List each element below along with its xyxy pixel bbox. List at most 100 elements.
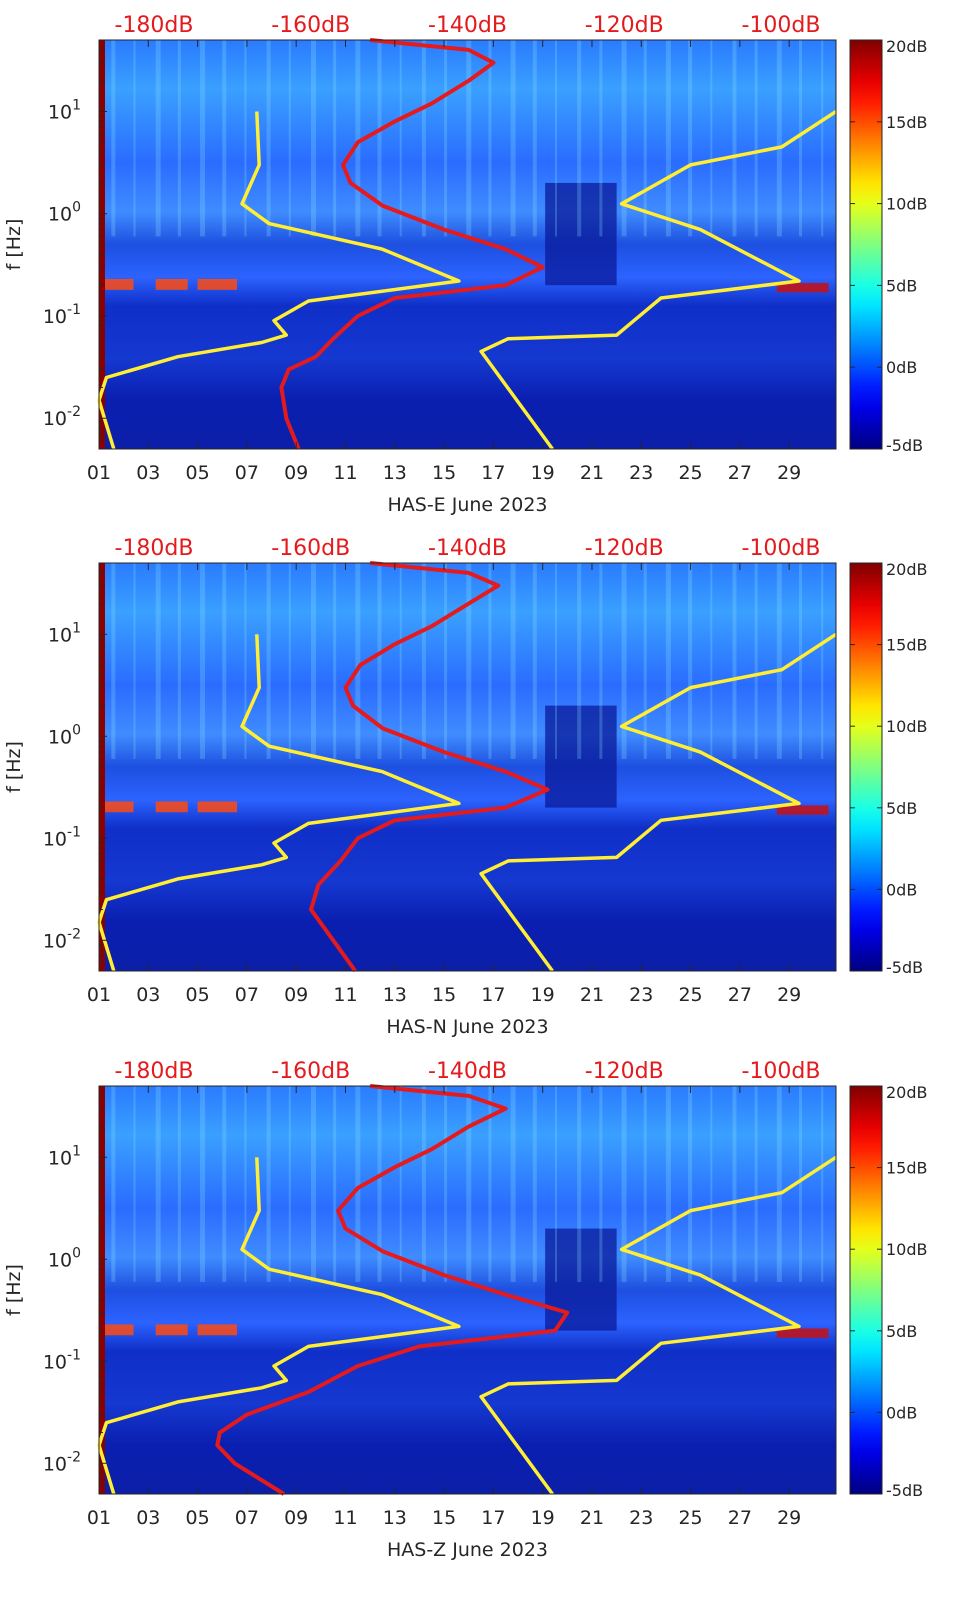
transient-streak <box>688 1086 693 1282</box>
top-db-tick-label: -100dB <box>742 1059 821 1084</box>
transient-streak <box>532 1086 537 1282</box>
x-tick-label: 17 <box>481 1507 505 1529</box>
transient-streak <box>754 563 758 759</box>
transient-streak <box>643 40 647 237</box>
transient-streak <box>399 1086 402 1282</box>
x-tick-label: 21 <box>580 1507 604 1529</box>
x-tick-label: 25 <box>678 462 702 484</box>
x-tick-label: 29 <box>777 1507 801 1529</box>
y-tick-label: 100 <box>48 1245 81 1271</box>
transient-streak <box>732 1086 737 1282</box>
transient-streak <box>266 563 271 759</box>
top-db-tick-label: -120dB <box>585 13 664 38</box>
transient-streak <box>799 563 803 759</box>
x-tick-label: 01 <box>87 984 111 1006</box>
transient-streak <box>510 1086 516 1282</box>
microseism-patch <box>103 801 134 813</box>
yellow-reference-curve <box>97 111 461 450</box>
y-tick-label: 101 <box>48 620 81 646</box>
colorbar-tick-label: 15dB <box>886 1159 928 1178</box>
transient-streak <box>577 1086 582 1282</box>
top-db-tick-label: -160dB <box>271 1059 350 1084</box>
x-tick-label: 19 <box>531 1507 555 1529</box>
colorbar-tick-label: -5dB <box>886 1481 923 1500</box>
transient-streak <box>133 563 136 759</box>
y-tick-label: 100 <box>48 200 81 226</box>
top-db-tick-label: -180dB <box>115 13 194 38</box>
transient-streak <box>710 1086 713 1282</box>
transient-streak <box>377 40 382 237</box>
x-tick-label: 15 <box>432 462 456 484</box>
transient-streak <box>799 40 803 237</box>
x-tick-label: 01 <box>87 1507 111 1529</box>
transient-streak <box>333 563 337 759</box>
yellow-reference-curve <box>479 1155 837 1496</box>
y-tick-label: 10-2 <box>43 926 81 952</box>
transient-streak <box>665 40 671 237</box>
transient-streak <box>355 563 361 759</box>
colorbar-tick-label: 20dB <box>886 37 928 56</box>
x-tick-label: 11 <box>333 462 357 484</box>
x-tick-label: 09 <box>284 462 308 484</box>
transient-streak <box>355 40 361 237</box>
transient-streak <box>799 1086 803 1282</box>
top-db-tick-label: -160dB <box>271 536 350 561</box>
colorbar <box>849 1085 883 1495</box>
x-tick-label: 07 <box>235 1507 259 1529</box>
microseism-patch <box>197 1324 238 1336</box>
transient-streak <box>532 563 537 759</box>
colorbar <box>849 39 883 450</box>
top-db-tick-label: -140dB <box>428 1059 507 1084</box>
x-tick-label: 17 <box>481 462 505 484</box>
transient-streak <box>333 40 337 237</box>
colorbar-tick-label: 10dB <box>886 1240 928 1259</box>
transient-streak <box>776 563 782 759</box>
x-tick-label: 05 <box>186 984 210 1006</box>
transient-streak <box>333 1086 337 1282</box>
yellow-reference-curve <box>97 1157 461 1495</box>
transient-streak <box>555 1086 558 1282</box>
transient-streak <box>310 1086 316 1282</box>
transient-streak <box>732 563 737 759</box>
colorbar-tick-label: 10dB <box>886 717 928 736</box>
transient-streak <box>310 563 316 759</box>
x-axis-label: HAS-N June 2023 <box>386 1016 548 1038</box>
colorbar-tick-label: 20dB <box>886 1083 928 1102</box>
x-tick-label: 15 <box>432 984 456 1006</box>
x-tick-label: 03 <box>136 984 160 1006</box>
x-tick-label: 27 <box>728 462 752 484</box>
x-tick-label: 07 <box>235 462 259 484</box>
transient-streak <box>200 1086 206 1282</box>
x-tick-label: 25 <box>678 984 702 1006</box>
transient-streak <box>421 40 426 237</box>
transient-streak <box>754 40 758 237</box>
transient-streak <box>177 563 181 759</box>
yellow-reference-curve <box>97 634 461 972</box>
microseism-patch <box>103 1324 134 1336</box>
x-tick-label: 13 <box>383 462 407 484</box>
x-tick-label: 13 <box>383 984 407 1006</box>
transient-streak <box>577 563 582 759</box>
colorbar-tick-label: 5dB <box>886 276 917 295</box>
x-tick-label: 21 <box>580 462 604 484</box>
spectrogram-image <box>99 40 836 449</box>
transient-streak <box>244 1086 247 1282</box>
microseism-patch <box>197 801 238 813</box>
transient-streak <box>111 40 116 237</box>
colorbar-tick-label: 0dB <box>886 880 917 899</box>
transient-streak <box>466 40 472 237</box>
transient-streak <box>288 563 291 759</box>
transient-streak <box>599 563 603 759</box>
y-tick-label: 10-1 <box>43 824 81 850</box>
transient-streak <box>111 1086 116 1282</box>
transient-streak <box>288 1086 291 1282</box>
transient-streak <box>133 1086 136 1282</box>
transient-streak <box>754 1086 758 1282</box>
colorbar-tick-label: 0dB <box>886 358 917 377</box>
x-tick-label: 11 <box>333 1507 357 1529</box>
colorbar-tick-label: 20dB <box>886 560 928 579</box>
transient-streak <box>222 563 227 759</box>
transient-streak <box>444 40 448 237</box>
transient-streak <box>577 40 582 237</box>
microseism-patch <box>776 805 829 815</box>
